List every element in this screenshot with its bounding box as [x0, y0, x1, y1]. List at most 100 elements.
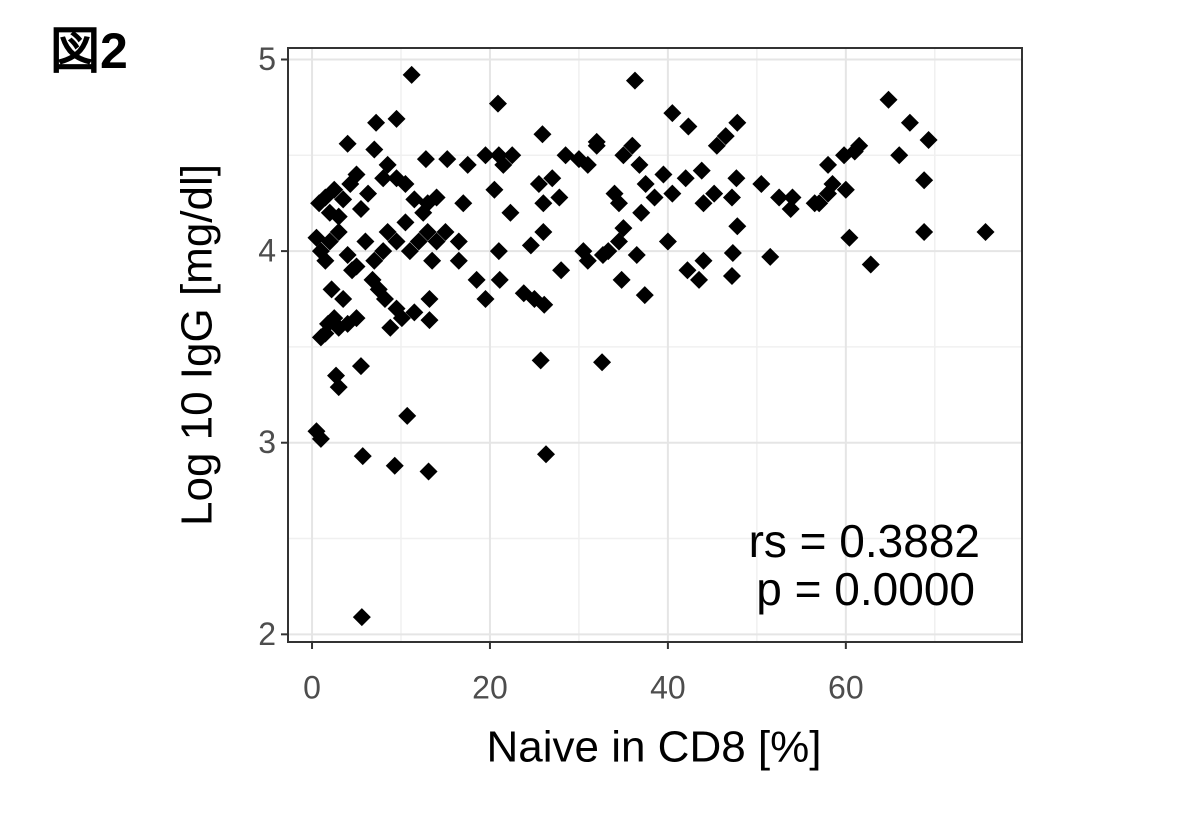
point	[365, 140, 384, 159]
point	[476, 290, 495, 309]
point	[387, 109, 406, 128]
point	[781, 199, 800, 218]
point	[593, 245, 612, 264]
point	[398, 406, 417, 425]
point	[630, 155, 649, 174]
point	[521, 236, 540, 255]
point	[550, 188, 569, 207]
point	[409, 232, 428, 251]
point	[338, 134, 357, 153]
point	[690, 270, 709, 289]
point	[692, 161, 711, 180]
point	[396, 213, 415, 232]
point	[840, 228, 859, 247]
point	[612, 270, 631, 289]
point	[716, 127, 735, 146]
point	[543, 169, 562, 188]
point	[467, 270, 486, 289]
point	[556, 146, 575, 165]
point	[494, 155, 513, 174]
point	[574, 242, 593, 261]
point	[420, 311, 439, 330]
point	[334, 290, 353, 309]
point	[623, 136, 642, 155]
point	[819, 155, 838, 174]
point	[322, 280, 341, 299]
point	[449, 232, 468, 251]
point	[587, 132, 606, 151]
point	[535, 295, 554, 314]
point	[635, 286, 654, 305]
points	[307, 65, 995, 627]
x-tick-label: 40	[650, 669, 686, 705]
point	[329, 378, 348, 397]
point	[347, 257, 366, 276]
point	[485, 180, 504, 199]
x-tick-label: 20	[472, 669, 508, 705]
point	[728, 113, 747, 132]
point	[352, 608, 371, 627]
chart-title: 図2	[50, 23, 128, 79]
point	[976, 222, 995, 241]
point	[593, 353, 612, 372]
point	[694, 251, 713, 270]
point	[423, 251, 442, 270]
annotation: p = 0.0000	[756, 563, 975, 615]
point	[723, 244, 742, 263]
point	[783, 188, 802, 207]
point	[531, 351, 550, 370]
point	[488, 94, 507, 113]
point	[722, 267, 741, 286]
point	[418, 222, 437, 241]
point	[707, 136, 726, 155]
point	[353, 447, 372, 466]
point	[338, 245, 357, 264]
point	[405, 303, 424, 322]
point	[752, 175, 771, 194]
point	[329, 207, 348, 226]
x-axis-title: Naive in CD8 [%]	[486, 723, 821, 772]
point	[458, 155, 477, 174]
point	[405, 190, 424, 209]
point	[727, 169, 746, 188]
grid	[288, 48, 1022, 642]
y-tick-label: 4	[258, 233, 276, 269]
point	[679, 117, 698, 136]
point	[533, 125, 552, 144]
x-tick-label: 60	[828, 669, 864, 705]
point	[501, 203, 520, 222]
point	[578, 155, 597, 174]
point	[900, 113, 919, 132]
point	[915, 222, 934, 241]
point	[823, 175, 842, 194]
point	[476, 146, 495, 165]
point	[316, 251, 335, 270]
y-tick-label: 5	[258, 41, 276, 77]
point	[347, 309, 366, 328]
point	[311, 429, 330, 448]
point	[387, 232, 406, 251]
y-tick-label: 2	[258, 616, 276, 652]
point	[614, 146, 633, 165]
point	[694, 194, 713, 213]
point	[400, 242, 419, 261]
point	[320, 232, 339, 251]
point	[367, 113, 386, 132]
point	[351, 357, 370, 376]
point	[503, 146, 522, 165]
point	[392, 309, 411, 328]
point	[915, 171, 934, 190]
point	[378, 222, 397, 241]
point	[534, 194, 553, 213]
point	[578, 251, 597, 270]
x-tick-label: 0	[303, 669, 321, 705]
point	[529, 175, 548, 194]
point	[534, 222, 553, 241]
point	[627, 245, 646, 264]
point	[836, 180, 855, 199]
point	[890, 146, 909, 165]
plot-frame	[287, 47, 1023, 643]
point	[850, 136, 869, 155]
point	[325, 180, 344, 199]
